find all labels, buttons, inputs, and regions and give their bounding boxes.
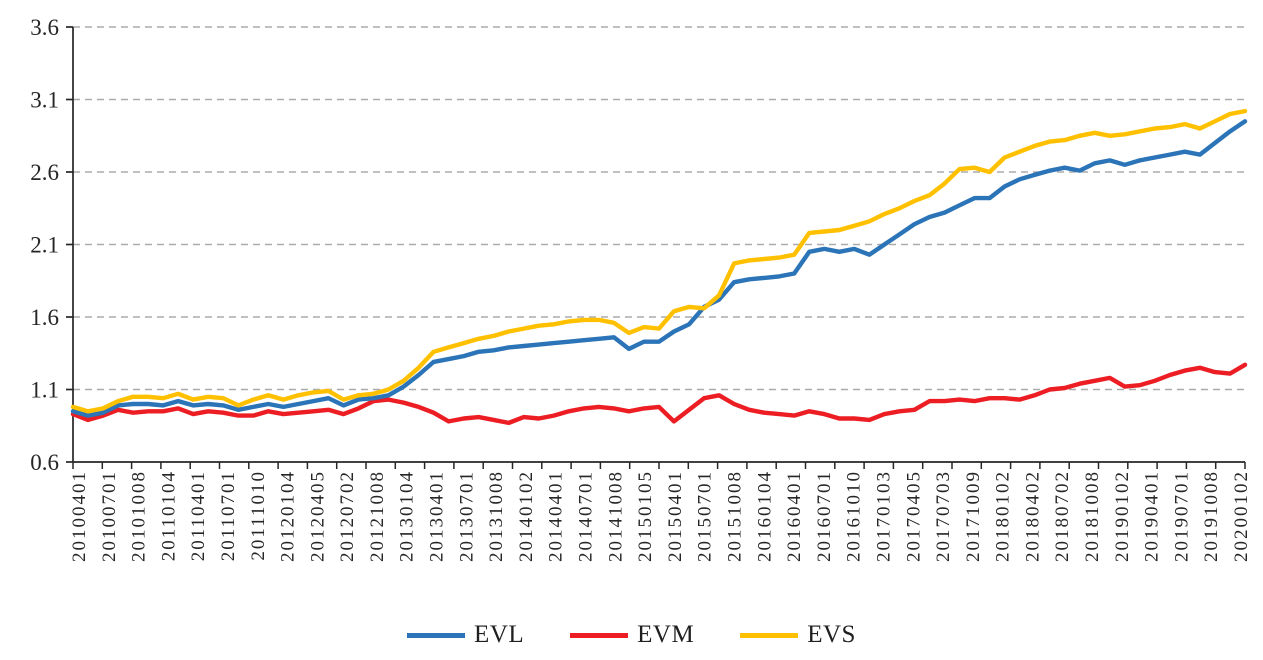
x-axis-tick-label: 20140102: [516, 470, 537, 562]
legend-label: EVS: [807, 621, 856, 648]
x-axis-tick-label: 20131008: [486, 470, 507, 562]
x-axis-tick-label: 20140401: [546, 470, 567, 562]
x-axis-tick-label: 20110401: [188, 470, 209, 561]
x-axis-tick-label: 20161010: [844, 470, 865, 562]
x-axis-tick-label: 20200102: [1231, 470, 1252, 562]
x-axis-tick-label: 20160701: [814, 470, 835, 562]
x-axis-tick-label: 20180402: [1022, 470, 1043, 562]
x-axis-tick-label: 20151008: [724, 470, 745, 562]
x-axis-tick-label: 20171009: [963, 470, 984, 562]
chart-legend: EVL EVM EVS: [0, 610, 1263, 660]
y-axis-tick-label: 2.1: [30, 233, 59, 258]
x-axis-tick-label: 20181008: [1082, 470, 1103, 562]
x-axis-tick-label: 20160104: [754, 470, 775, 562]
x-axis-tick-label: 20150401: [665, 470, 686, 562]
legend-line-swatch: [740, 632, 799, 638]
x-axis-tick-label: 20141008: [605, 470, 626, 562]
x-axis-tick-label: 20190401: [1142, 470, 1163, 562]
legend-label: EVM: [637, 621, 695, 648]
y-axis-tick-label: 2.6: [30, 160, 59, 185]
legend-item-EVL: EVL: [407, 621, 524, 649]
legend-item-EVM: EVM: [570, 621, 694, 649]
y-axis-tick-label: 1.6: [30, 305, 59, 330]
x-axis-tick-label: 20120405: [307, 470, 328, 562]
series-line-EVL: [70, 119, 1248, 418]
x-axis-tick-label: 20170405: [903, 470, 924, 562]
legend-item-EVS: EVS: [740, 621, 856, 649]
legend-label: EVL: [474, 621, 525, 648]
x-axis-tick-label: 20130104: [397, 470, 418, 562]
x-axis-tick-label: 20110104: [158, 470, 179, 561]
x-axis-tick-label: 20100701: [99, 470, 120, 562]
x-axis-tick-label: 20191008: [1201, 470, 1222, 562]
x-axis-tick-label: 20150105: [635, 470, 656, 562]
x-axis-tick-label: 20160401: [784, 470, 805, 562]
series-line-EVS: [70, 108, 1248, 414]
x-axis-tick-label: 20101008: [129, 470, 150, 562]
x-axis-tick-label: 20130701: [456, 470, 477, 562]
x-axis-tick-label: 20120104: [278, 470, 299, 562]
x-axis-tick-label: 20100401: [69, 470, 90, 562]
y-axis-tick-label: 3.1: [30, 88, 59, 113]
x-axis-tick-label: 20170103: [873, 470, 894, 562]
legend-line-swatch: [570, 632, 629, 638]
y-axis-tick-label: 1.1: [30, 378, 59, 403]
x-axis-tick-label: 20180102: [993, 470, 1014, 562]
x-axis-tick-label: 20190102: [1112, 470, 1133, 562]
series-line-EVM: [70, 362, 1248, 426]
legend-line-swatch: [407, 632, 466, 638]
x-axis-tick-label: 20110701: [218, 470, 239, 561]
x-axis-tick-label: 20140701: [576, 470, 597, 562]
y-axis-tick-label: 0.6: [30, 450, 59, 475]
x-axis-tick-label: 20180702: [1052, 470, 1073, 562]
x-axis-tick-label: 20170703: [933, 470, 954, 562]
x-axis-tick-label: 20121008: [367, 470, 388, 562]
x-axis-tick-label: 20190701: [1171, 470, 1192, 562]
x-axis-tick-label: 20120702: [337, 470, 358, 562]
x-axis-tick-label: 20111010: [248, 470, 269, 561]
x-axis-tick-label: 20130401: [427, 470, 448, 562]
y-axis-tick-label: 3.6: [30, 15, 59, 40]
line-chart: 0.6 1.1 1.6 2.1 2.6 3.1 3.6 20100401 20100701 201…: [30, 15, 1252, 562]
x-axis-tick-label: 20150701: [695, 470, 716, 562]
